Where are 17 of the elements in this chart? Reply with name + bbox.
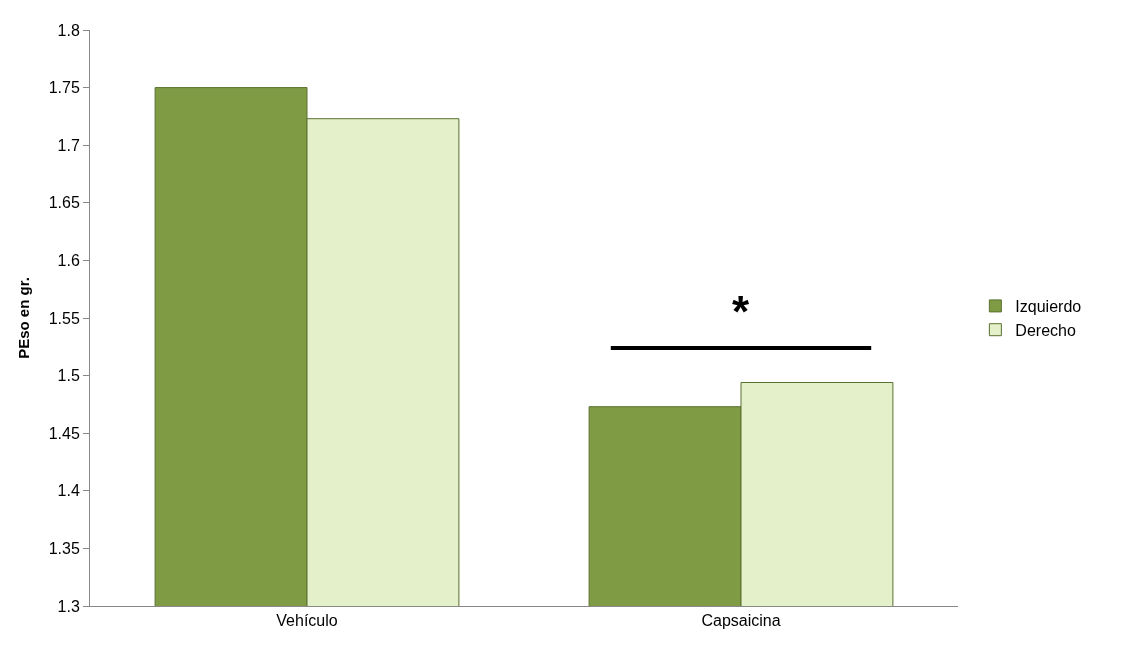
y-tick-label: 1.5	[57, 367, 80, 385]
y-tick-label: 1.8	[57, 21, 80, 39]
x-tick-label: Vehículo	[276, 612, 338, 630]
y-tick-label: 1.55	[48, 309, 80, 327]
y-tick-label: 1.65	[48, 194, 80, 212]
annotation: *	[732, 287, 750, 336]
legend-label: Derecho	[1015, 321, 1076, 339]
y-tick-label: 1.6	[57, 252, 80, 269]
legend-label: Izquierdo	[1015, 298, 1082, 316]
x-tick-label: Capsaicina	[701, 612, 781, 630]
y-tick-label: 1.4	[57, 482, 80, 500]
y-tick-label: 1.75	[48, 79, 80, 97]
y-tick-label: 1.35	[48, 540, 80, 557]
y-tick-label: 1.7	[57, 136, 80, 154]
y-tick-label: 1.45	[48, 424, 80, 442]
y-axis-title: PEso en gr.	[14, 277, 32, 359]
y-tick-label: 1.3	[57, 597, 80, 615]
